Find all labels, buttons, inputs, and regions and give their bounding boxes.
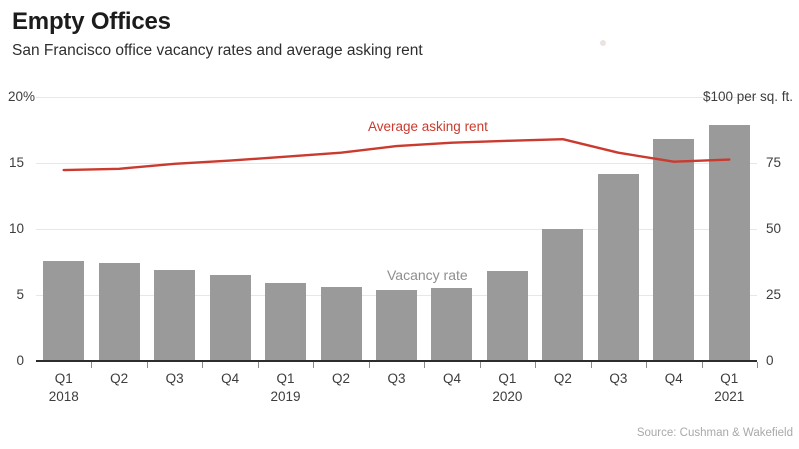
- right-axis-tick-label: 75: [766, 155, 782, 170]
- x-axis-quarter-label: Q3: [609, 371, 628, 386]
- right-axis-tick-label: 25: [766, 287, 782, 302]
- bar-q1-2018: [43, 260, 85, 361]
- bar-q4: [209, 275, 251, 361]
- x-axis-year-label: 2019: [270, 389, 301, 404]
- bar-q1-2021: [708, 124, 750, 361]
- x-axis-tick-mark: [257, 362, 259, 368]
- bar-q4: [431, 288, 473, 361]
- x-axis-quarter-label: Q3: [165, 371, 184, 386]
- x-axis-quarter-label: Q1: [276, 371, 295, 386]
- left-axis-tick-label: 15: [8, 155, 24, 170]
- gridline: [36, 229, 757, 230]
- x-axis-tick-mark: [313, 362, 315, 368]
- x-axis-quarter-label: Q2: [332, 371, 351, 386]
- bar-q2: [542, 229, 584, 361]
- gridline: [36, 97, 757, 98]
- x-axis-quarter-label: Q2: [553, 371, 572, 386]
- bar-q1-2019: [265, 283, 307, 361]
- artifact-dot: [600, 40, 606, 46]
- x-axis-quarter-label: Q1: [498, 371, 517, 386]
- left-axis-tick-label: 0: [16, 353, 24, 368]
- x-axis-quarter-label: Q1: [54, 371, 73, 386]
- bar-q4: [653, 139, 695, 361]
- chart-subtitle: San Francisco office vacancy rates and a…: [12, 42, 423, 59]
- right-axis-tick-label: 0: [766, 353, 774, 368]
- bar-q2: [98, 263, 140, 361]
- x-axis-year-label: 2020: [492, 389, 523, 404]
- bar-q3: [597, 173, 639, 361]
- chart-title: Empty Offices: [12, 8, 171, 35]
- x-axis-tick-mark: [146, 362, 148, 368]
- bar-q1-2020: [486, 271, 528, 361]
- x-axis-year-label: 2018: [48, 389, 79, 404]
- x-axis-tick-mark: [91, 362, 93, 368]
- gridline: [36, 163, 757, 164]
- series-label-vacancy-rate: Vacancy rate: [387, 267, 468, 283]
- x-axis-quarter-label: Q4: [442, 371, 461, 386]
- x-axis-tick-mark: [535, 362, 537, 368]
- left-axis-tick-label: 20%: [7, 89, 35, 104]
- x-axis-quarter-label: Q1: [720, 371, 739, 386]
- x-axis-quarter-label: Q4: [221, 371, 240, 386]
- x-axis-tick-mark: [757, 362, 758, 368]
- x-axis-tick-mark: [202, 362, 204, 368]
- x-axis-tick-mark: [424, 362, 426, 368]
- x-axis-quarter-label: Q2: [110, 371, 129, 386]
- left-axis-tick-label: 5: [16, 287, 24, 302]
- x-axis-year-label: 2021: [714, 389, 745, 404]
- left-axis-tick-label: 10: [8, 221, 24, 236]
- bar-q2: [320, 287, 362, 361]
- bar-q3: [376, 289, 417, 361]
- x-axis-tick-mark: [479, 362, 481, 368]
- x-axis-quarter-label: Q4: [664, 371, 683, 386]
- series-label-average-asking-rent: Average asking rent: [368, 119, 488, 134]
- right-axis-tick-label: 50: [766, 221, 782, 236]
- bar-q3: [154, 269, 196, 361]
- x-axis-tick-mark: [646, 362, 648, 368]
- x-axis-line: [36, 360, 757, 362]
- x-axis-tick-mark: [368, 362, 370, 368]
- right-axis-tick-label: $100 per sq. ft.: [702, 89, 793, 104]
- x-axis-tick-mark: [590, 362, 592, 368]
- x-axis-quarter-label: Q3: [387, 371, 406, 386]
- source-credit: Source: Cushman & Wakefield: [636, 427, 793, 439]
- x-axis-tick-mark: [701, 362, 703, 368]
